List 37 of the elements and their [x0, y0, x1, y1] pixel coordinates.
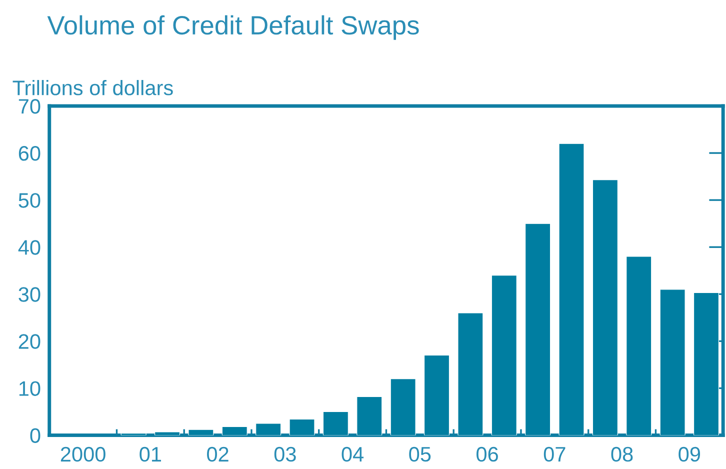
x-tick-label: 07	[544, 446, 566, 462]
x-tick-label: 04	[342, 446, 364, 462]
bar	[558, 143, 584, 436]
bar	[289, 418, 315, 436]
x-tick-label: 06	[476, 446, 498, 462]
y-tick-label: 60	[18, 146, 40, 161]
bar	[222, 426, 248, 436]
y-tick-label: 0	[30, 428, 40, 443]
bar	[424, 354, 450, 436]
x-tick-label: 02	[207, 446, 228, 462]
bar	[592, 180, 618, 436]
bar	[322, 411, 348, 436]
bar	[188, 429, 214, 436]
bar	[458, 312, 484, 436]
bar	[660, 289, 686, 436]
bar	[256, 423, 282, 436]
y-tick-label: 40	[18, 240, 40, 255]
y-tick-label: 10	[19, 381, 40, 396]
bar	[356, 396, 382, 436]
y-axis-title: Trillions of dollars	[12, 80, 173, 96]
bar	[491, 275, 517, 436]
x-tick-label: 08	[611, 446, 633, 462]
x-tick-label: 03	[274, 446, 296, 462]
x-tick-label: 2000	[60, 446, 106, 462]
bar	[154, 432, 180, 436]
chart-title: Volume of Credit Default Swaps	[47, 15, 419, 40]
bar	[694, 292, 719, 436]
bar	[525, 223, 551, 436]
x-tick-label: 05	[409, 446, 431, 462]
y-tick-label: 30	[18, 287, 40, 302]
y-tick-label: 50	[18, 193, 40, 208]
y-tick-label: 20	[18, 334, 40, 349]
y-tick-label: 70	[18, 98, 40, 114]
x-tick-label: 01	[140, 446, 161, 462]
x-tick-label: 09	[678, 446, 700, 462]
bar	[626, 256, 652, 436]
bar	[390, 378, 416, 436]
